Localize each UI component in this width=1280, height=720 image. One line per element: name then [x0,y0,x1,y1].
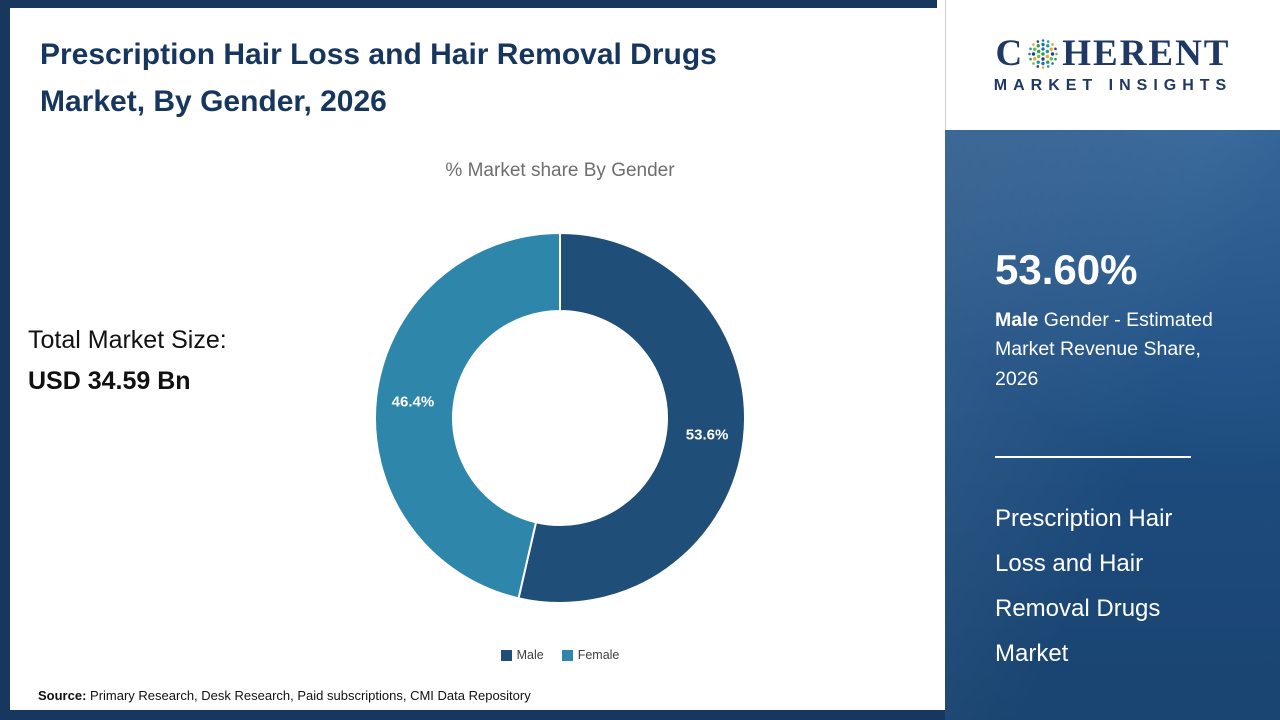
logo-text-c: C [995,33,1025,74]
globe-dot [1041,56,1045,61]
total-market-block: Total Market Size: USD 34.59 Bn [28,326,227,396]
legend-label: Male [516,648,544,662]
legend-item-male: Male [500,648,544,662]
legend-swatch [500,649,512,661]
globe-dot [1051,51,1055,56]
chart-legend: Male Female [400,648,720,662]
globe-dot [1054,47,1058,50]
sidebar-market-name: Prescription Hair Loss and Hair Removal … [995,505,1173,667]
frame-bottom-border [0,710,945,720]
slice-label-female: 46.4% [392,393,435,410]
globe-dot [1041,42,1045,46]
globe-dot [1036,60,1041,64]
globe-dot [1032,42,1035,46]
logo-tagline: MARKET INSIGHTS [993,77,1233,94]
total-market-value: USD 34.59 Bn [28,367,191,395]
legend-swatch [561,649,573,661]
globe-dot [1029,47,1033,50]
globe-dot [1041,61,1045,65]
donut-chart: 53.6% 46.4% [374,231,746,604]
coherent-logo: C HERENT [996,35,1231,72]
logo-text-herent: HERENT [1062,33,1231,74]
globe-dot [1028,52,1032,55]
page-title: Prescription Hair Loss and Hair Removal … [40,38,717,118]
sidebar-divider [995,456,1191,458]
globe-dot [1041,51,1045,56]
sidebar-stat-value: 53.60% [995,246,1138,293]
legend-label: Female [577,648,620,662]
total-market-label: Total Market Size: [28,326,227,354]
globe-dot [1046,43,1050,47]
globe-dot [1041,38,1045,42]
globe-dot [1046,60,1050,64]
globe-dot [1055,52,1059,55]
globe-dot [1029,57,1033,60]
globe-dot [1049,47,1054,51]
slice-label-male: 53.6% [686,427,729,444]
globe-dot [1047,39,1050,43]
stat-caption-rest: Gender - Estimated Market Revenue Share,… [995,309,1213,390]
globe-dot [1033,56,1037,60]
globe-dot [1037,54,1041,58]
globe-dot [1041,46,1045,51]
chart-subtitle: % Market share By Gender [445,160,675,181]
globe-dot [1036,39,1040,43]
globe-dot [1037,49,1041,53]
legend-item-female: Female [561,648,620,662]
globe-dot [1033,47,1037,51]
globe-dot [1049,56,1054,60]
frame-left-border [0,0,10,720]
source-label: Source: [38,688,87,703]
source-text: Primary Research, Desk Research, Paid su… [86,688,531,703]
donut-slice-male [517,231,746,604]
globe-dot [1051,61,1055,65]
source-note: Source: Primary Research, Desk Research,… [38,688,531,703]
frame-top-border [0,0,937,8]
globe-dot [1036,43,1041,47]
globe-dot [1045,49,1050,53]
globe-dot [1032,61,1035,65]
globe-dot [1047,64,1050,68]
logo-area: C HERENT MARKET INSIGHTS [945,0,1280,130]
sidebar-stat-caption: Male Gender - Estimated Market Revenue S… [995,306,1247,394]
globe-dot [1041,65,1045,69]
globe-dot [1054,57,1058,60]
coherent-globe-icon [1028,38,1059,69]
globe-dot [1032,51,1036,56]
globe-dot [1051,42,1055,46]
globe-dot [1045,54,1050,58]
globe-dot [1036,64,1040,68]
donut-slice-female [374,231,561,600]
stat-caption-bold: Male [995,309,1039,331]
